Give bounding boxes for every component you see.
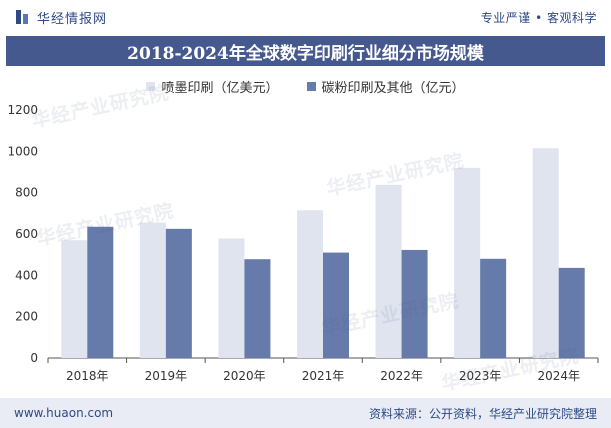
bar-toner xyxy=(558,267,585,358)
y-tick-label: 1000 xyxy=(7,144,38,158)
legend-swatch-inkjet xyxy=(146,81,156,91)
title-bar: 2018-2024年全球数字印刷行业细分市场规模 xyxy=(6,36,605,66)
y-tick-label: 0 xyxy=(30,351,38,365)
slogan: 专业严谨 • 客观科学 xyxy=(480,10,597,25)
legend-swatch-toner xyxy=(306,81,316,91)
y-tick-label: 400 xyxy=(15,268,38,282)
bar-inkjet xyxy=(375,184,402,358)
x-tick-label: 2022年 xyxy=(380,369,423,383)
x-tick-label: 2021年 xyxy=(302,369,345,383)
y-tick-label: 600 xyxy=(15,227,38,241)
x-tick-label: 2023年 xyxy=(459,369,502,383)
footer-source: 资料来源：公开资料，华经产业研究院整理 xyxy=(368,406,597,421)
legend: 喷墨印刷（亿美元） 碳粉印刷及其他（亿元） xyxy=(0,76,611,96)
bar-toner xyxy=(480,258,507,358)
legend-label-inkjet: 喷墨印刷（亿美元） xyxy=(161,80,279,96)
bar-inkjet xyxy=(61,240,88,358)
brand: 华经情报网 xyxy=(16,8,107,27)
bar-toner xyxy=(323,252,349,358)
footer: www.huaon.com 资料来源：公开资料，华经产业研究院整理 xyxy=(0,398,611,428)
bar-inkjet xyxy=(218,238,245,358)
x-tick-label: 2018年 xyxy=(66,369,109,383)
footer-url: www.huaon.com xyxy=(14,406,114,420)
chart-title: 2018-2024年全球数字印刷行业细分市场规模 xyxy=(127,43,484,64)
bar-inkjet xyxy=(532,148,559,358)
bar-chart: 0 200 400 600 800 1000 1200 2018年 2019年 2020年 2021… xyxy=(7,103,599,383)
bar-toner xyxy=(401,249,428,358)
y-tick-label: 1200 xyxy=(7,103,38,117)
bar-toner xyxy=(87,226,114,358)
brand-name: 华经情报网 xyxy=(37,11,108,27)
x-tick-label: 2024年 xyxy=(537,369,580,383)
x-tick-label: 2019年 xyxy=(145,369,188,383)
y-tick-label: 200 xyxy=(15,310,38,324)
top-bar: 华经情报网 专业严谨 • 客观科学 xyxy=(0,0,611,34)
legend-item-inkjet: 喷墨印刷（亿美元） xyxy=(146,77,279,96)
legend-label-toner: 碳粉印刷及其他（亿元） xyxy=(321,80,465,96)
bar-inkjet xyxy=(139,222,166,358)
x-tick-label: 2020年 xyxy=(223,369,266,383)
bar-logo-icon xyxy=(16,10,30,24)
legend-item-toner: 碳粉印刷及其他（亿元） xyxy=(306,77,465,96)
bar-toner xyxy=(165,228,192,358)
y-tick-label: 800 xyxy=(15,186,38,200)
bar-toner xyxy=(244,259,271,358)
bar-inkjet xyxy=(297,210,323,358)
bar-inkjet xyxy=(454,167,481,358)
